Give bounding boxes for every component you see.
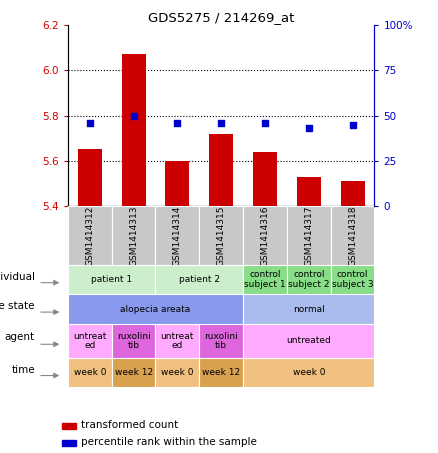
Text: untreat
ed: untreat ed [73, 332, 106, 350]
Text: time: time [11, 365, 35, 375]
Point [174, 119, 181, 126]
Text: normal: normal [293, 305, 325, 313]
Point [130, 112, 137, 119]
Text: week 0: week 0 [161, 368, 194, 377]
Text: transformed count: transformed count [81, 420, 178, 430]
Point [218, 119, 225, 126]
Bar [341, 181, 364, 206]
Bar [243, 206, 287, 265]
Point [261, 119, 268, 126]
Text: individual: individual [0, 272, 35, 282]
Text: agent: agent [5, 333, 35, 342]
Bar [331, 265, 374, 294]
Title: GDS5275 / 214269_at: GDS5275 / 214269_at [148, 11, 294, 24]
Bar [253, 152, 277, 206]
Bar [297, 177, 321, 206]
Text: patient 1: patient 1 [91, 275, 132, 284]
Text: GSM1414317: GSM1414317 [304, 205, 313, 266]
Text: control
subject 2: control subject 2 [288, 270, 329, 289]
Text: week 0: week 0 [74, 368, 106, 377]
Text: patient 2: patient 2 [179, 275, 220, 284]
Text: control
subject 3: control subject 3 [332, 270, 374, 289]
Text: untreat
ed: untreat ed [161, 332, 194, 350]
Bar [155, 265, 243, 294]
Point [86, 119, 93, 126]
Bar [68, 206, 112, 265]
Bar [209, 134, 233, 206]
Bar [62, 440, 77, 446]
Bar [68, 294, 243, 324]
Text: GSM1414314: GSM1414314 [173, 205, 182, 266]
Bar [112, 206, 155, 265]
Bar [166, 161, 190, 206]
Bar [68, 358, 112, 387]
Text: week 12: week 12 [114, 368, 153, 377]
Bar [68, 324, 112, 358]
Text: GSM1414315: GSM1414315 [217, 205, 226, 266]
Bar [78, 149, 102, 206]
Point [305, 125, 312, 132]
Bar [331, 206, 374, 265]
Text: GSM1414312: GSM1414312 [85, 205, 94, 266]
Bar [155, 206, 199, 265]
Text: GSM1414313: GSM1414313 [129, 205, 138, 266]
Text: GSM1414318: GSM1414318 [348, 205, 357, 266]
Text: week 12: week 12 [202, 368, 240, 377]
Bar [122, 54, 145, 206]
Bar [243, 358, 374, 387]
Text: untreated: untreated [286, 337, 331, 345]
Text: alopecia areata: alopecia areata [120, 305, 191, 313]
Bar [112, 324, 155, 358]
Bar [243, 324, 374, 358]
Bar [62, 423, 77, 429]
Bar [199, 358, 243, 387]
Bar [112, 358, 155, 387]
Bar [287, 206, 331, 265]
Text: ruxolini
tib: ruxolini tib [204, 332, 238, 350]
Text: disease state: disease state [0, 301, 35, 311]
Bar [243, 265, 287, 294]
Bar [199, 324, 243, 358]
Text: week 0: week 0 [293, 368, 325, 377]
Text: ruxolini
tib: ruxolini tib [117, 332, 151, 350]
Bar [287, 265, 331, 294]
Bar [155, 358, 199, 387]
Text: percentile rank within the sample: percentile rank within the sample [81, 437, 257, 447]
Text: control
subject 1: control subject 1 [244, 270, 286, 289]
Bar [199, 206, 243, 265]
Bar [68, 265, 155, 294]
Point [349, 121, 356, 128]
Text: GSM1414316: GSM1414316 [261, 205, 269, 266]
Bar [155, 324, 199, 358]
Bar [243, 294, 374, 324]
